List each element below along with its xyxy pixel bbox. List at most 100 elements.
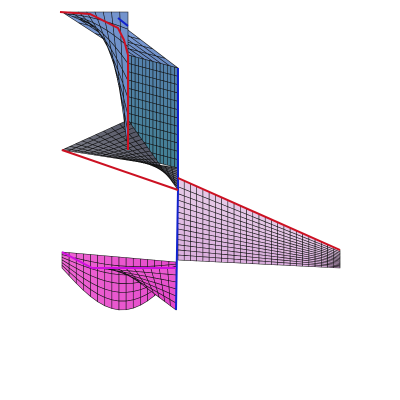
upper-panel-cell xyxy=(131,105,136,116)
upper-panel-cell xyxy=(152,94,157,105)
upper-panel-cell xyxy=(149,68,154,79)
upper-panel-cell xyxy=(152,86,157,97)
upper-panel-cell xyxy=(145,109,150,120)
upper-panel-cell xyxy=(167,114,172,125)
upper-panel-cell xyxy=(131,88,136,99)
right-fan-cell xyxy=(264,261,272,265)
upper-panel-cell xyxy=(145,67,150,78)
upper-panel-cell xyxy=(131,55,136,66)
upper-panel-cell xyxy=(138,107,143,118)
right-fan-cell xyxy=(277,262,285,266)
right-fan-cell xyxy=(227,258,235,264)
right-fan-cell xyxy=(196,251,204,258)
upper-panel-cell xyxy=(149,101,154,112)
lower-fan-cell xyxy=(125,257,134,267)
right-fan-cell xyxy=(333,266,341,269)
upper-panel-cell xyxy=(142,66,147,77)
upper-panel-cell xyxy=(149,60,154,71)
upper-panel-cell xyxy=(170,149,175,160)
upper-panel-cell xyxy=(163,63,168,74)
upper-panel-cell xyxy=(142,58,147,69)
lower-fan-cell xyxy=(147,259,155,267)
edge-right-red xyxy=(177,177,341,251)
upper-panel-cell xyxy=(170,157,175,168)
lower-fan-cell xyxy=(111,282,120,293)
upper-panel-cell xyxy=(138,65,143,76)
upper-panel-cell xyxy=(167,123,172,134)
upper-panel-cell xyxy=(156,87,161,98)
upper-panel-cell xyxy=(167,131,172,142)
upper-panel-cell xyxy=(170,115,175,126)
upper-panel-cell xyxy=(131,80,136,91)
upper-panel-cell xyxy=(142,91,147,102)
right-fan-cell xyxy=(240,259,247,264)
lower-fan-cell xyxy=(140,258,148,267)
upper-panel-cell xyxy=(163,88,168,99)
upper-panel-cell xyxy=(167,156,172,167)
upper-panel-cell xyxy=(134,98,139,109)
upper-panel-cell xyxy=(159,71,164,82)
right-fan-cell xyxy=(252,260,260,265)
upper-panel-cell xyxy=(138,82,143,93)
upper-panel-cell xyxy=(159,79,164,90)
upper-panel-cell xyxy=(131,72,136,83)
upper-panel-cell xyxy=(138,124,143,135)
upper-panel-cell xyxy=(156,95,161,106)
upper-panel-cell xyxy=(152,136,157,147)
upper-panel-cell xyxy=(152,119,157,130)
upper-panel-cell xyxy=(131,97,136,108)
right-fan-cell xyxy=(283,262,291,266)
upper-panel-cell xyxy=(152,127,157,138)
upper-panel-cell xyxy=(138,99,143,110)
edge-lower-magenta xyxy=(61,251,176,269)
upper-panel-cell xyxy=(134,81,139,92)
upper-panel-cell xyxy=(156,70,161,81)
boundary-edges xyxy=(59,11,341,311)
upper-panel-cell xyxy=(145,100,150,111)
upper-panel-cell xyxy=(167,73,172,84)
upper-panel-cell xyxy=(159,113,164,123)
right-fan-cell xyxy=(202,252,210,258)
upper-panel-cell xyxy=(170,99,175,110)
upper-panel-cell xyxy=(156,62,161,73)
right-fan-cell xyxy=(190,246,197,253)
right-fan-cell xyxy=(258,260,266,265)
upper-panel-cell xyxy=(149,118,154,129)
right-fan-cell xyxy=(177,244,185,251)
right-fan-cell xyxy=(183,250,191,257)
upper-panel-cell xyxy=(145,125,150,136)
lower-fan-cell xyxy=(154,259,163,267)
upper-panel-cell xyxy=(134,114,139,125)
upper-panel-cell xyxy=(170,132,175,143)
right-fan-cell xyxy=(215,253,222,259)
upper-panel-cell xyxy=(138,74,143,85)
lower-fan-cell xyxy=(125,291,134,302)
upper-panel-cell xyxy=(170,90,175,101)
upper-panel-cell xyxy=(156,145,161,156)
lower-magenta-fan xyxy=(61,251,177,311)
upper-panel-cell xyxy=(167,139,172,150)
right-fan-cell xyxy=(196,256,204,262)
right-pink-fan xyxy=(177,177,341,269)
lower-fan-cell xyxy=(118,291,127,302)
lower-fan-cell xyxy=(125,282,134,293)
upper-panel-cell xyxy=(167,89,172,100)
edge-upper-red xyxy=(59,11,129,150)
upper-panel-cell xyxy=(152,61,157,72)
upper-panel-cell xyxy=(134,64,139,75)
upper-panel-cell xyxy=(149,85,154,96)
upper-panel-cell xyxy=(142,100,147,110)
right-fan-cell xyxy=(215,257,222,263)
upper-panel-cell xyxy=(145,75,150,86)
lower-fan-cell xyxy=(125,299,134,311)
right-fan-cell xyxy=(314,264,322,268)
upper-panel-cell xyxy=(138,90,143,101)
upper-panel-cell xyxy=(134,89,139,100)
right-fan-cell xyxy=(296,263,303,267)
right-fan-cell xyxy=(221,257,229,263)
upper-panel-cell xyxy=(152,69,157,80)
upper-panel-cell xyxy=(138,57,143,68)
upper-panel-cell xyxy=(163,155,168,166)
lower-fan-cell xyxy=(111,273,120,284)
upper-panel-cell xyxy=(163,130,168,141)
